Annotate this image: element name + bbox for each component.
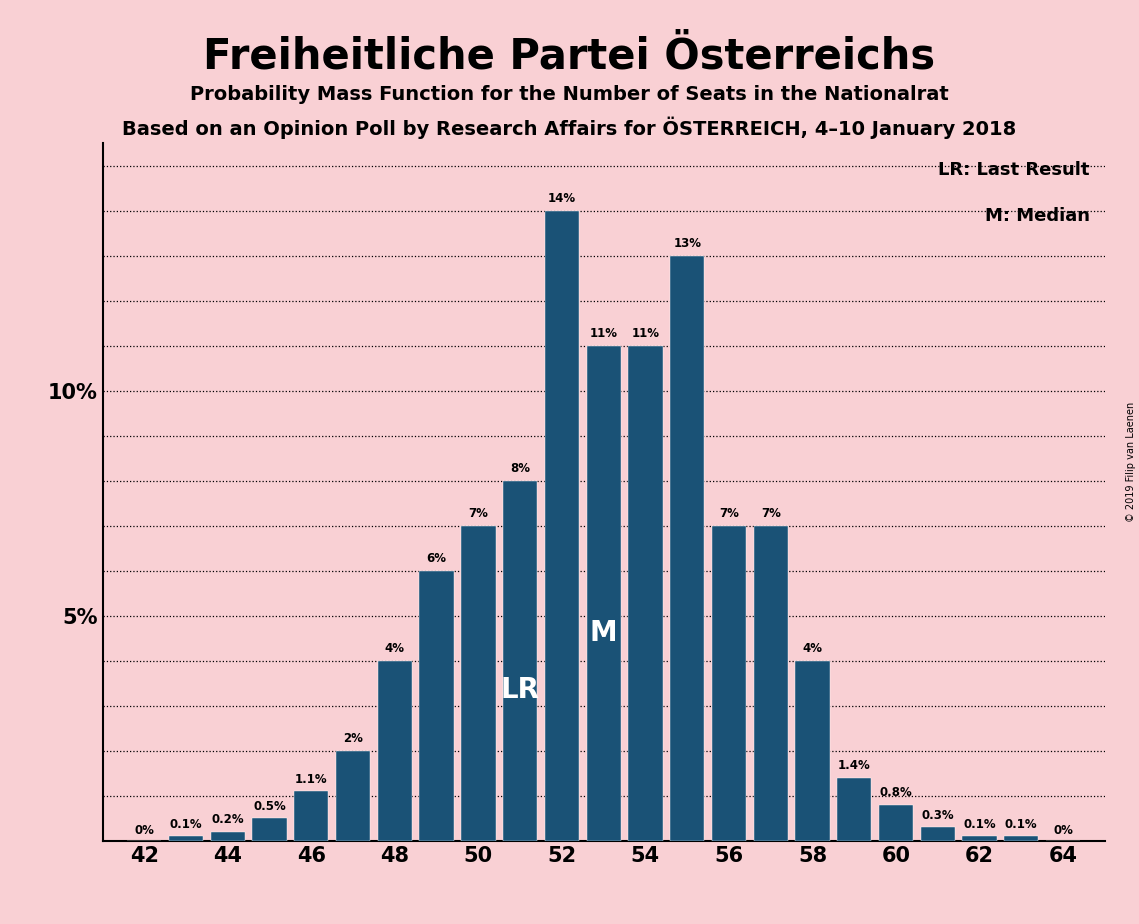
Bar [712,526,746,841]
Bar [879,805,913,841]
Text: Probability Mass Function for the Number of Seats in the Nationalrat: Probability Mass Function for the Number… [190,85,949,104]
Text: 0.5%: 0.5% [253,800,286,813]
Text: 0%: 0% [1054,824,1073,837]
Bar [544,211,579,841]
Text: 0.1%: 0.1% [1005,818,1038,831]
Bar [419,571,453,841]
Text: 0.1%: 0.1% [964,818,995,831]
Text: 1.4%: 1.4% [838,760,870,772]
Bar [503,480,538,841]
Text: 0.2%: 0.2% [212,813,244,826]
Text: 8%: 8% [510,462,530,475]
Text: 4%: 4% [385,642,404,655]
Bar [1005,836,1039,841]
Text: M: Median: M: Median [985,207,1090,225]
Text: 7%: 7% [468,507,489,520]
Text: 7%: 7% [761,507,780,520]
Text: 0.3%: 0.3% [921,808,954,822]
Bar [253,819,287,841]
Text: 0.8%: 0.8% [879,786,912,799]
Bar [294,791,328,841]
Bar [169,836,203,841]
Bar [754,526,788,841]
Text: LR: Last Result: LR: Last Result [939,161,1090,178]
Text: 11%: 11% [631,327,659,340]
Text: 0.1%: 0.1% [170,818,203,831]
Bar [670,256,704,841]
Text: 7%: 7% [719,507,739,520]
Text: 13%: 13% [673,237,702,250]
Bar [336,751,370,841]
Bar [837,778,871,841]
Bar [211,832,245,841]
Text: 0%: 0% [134,824,154,837]
Text: 6%: 6% [427,553,446,565]
Bar [795,661,829,841]
Bar [587,346,621,841]
Bar [378,661,412,841]
Text: 14%: 14% [548,192,576,205]
Bar [962,836,997,841]
Bar [629,346,663,841]
Text: 2%: 2% [343,733,363,746]
Text: © 2019 Filip van Laenen: © 2019 Filip van Laenen [1126,402,1136,522]
Bar [920,827,954,841]
Bar [461,526,495,841]
Text: Freiheitliche Partei Österreichs: Freiheitliche Partei Österreichs [204,35,935,77]
Text: M: M [590,619,617,647]
Text: 1.1%: 1.1% [295,773,328,786]
Text: Based on an Opinion Poll by Research Affairs for ÖSTERREICH, 4–10 January 2018: Based on an Opinion Poll by Research Aff… [122,116,1017,139]
Text: LR: LR [501,675,540,703]
Text: 4%: 4% [803,642,822,655]
Text: 11%: 11% [590,327,617,340]
